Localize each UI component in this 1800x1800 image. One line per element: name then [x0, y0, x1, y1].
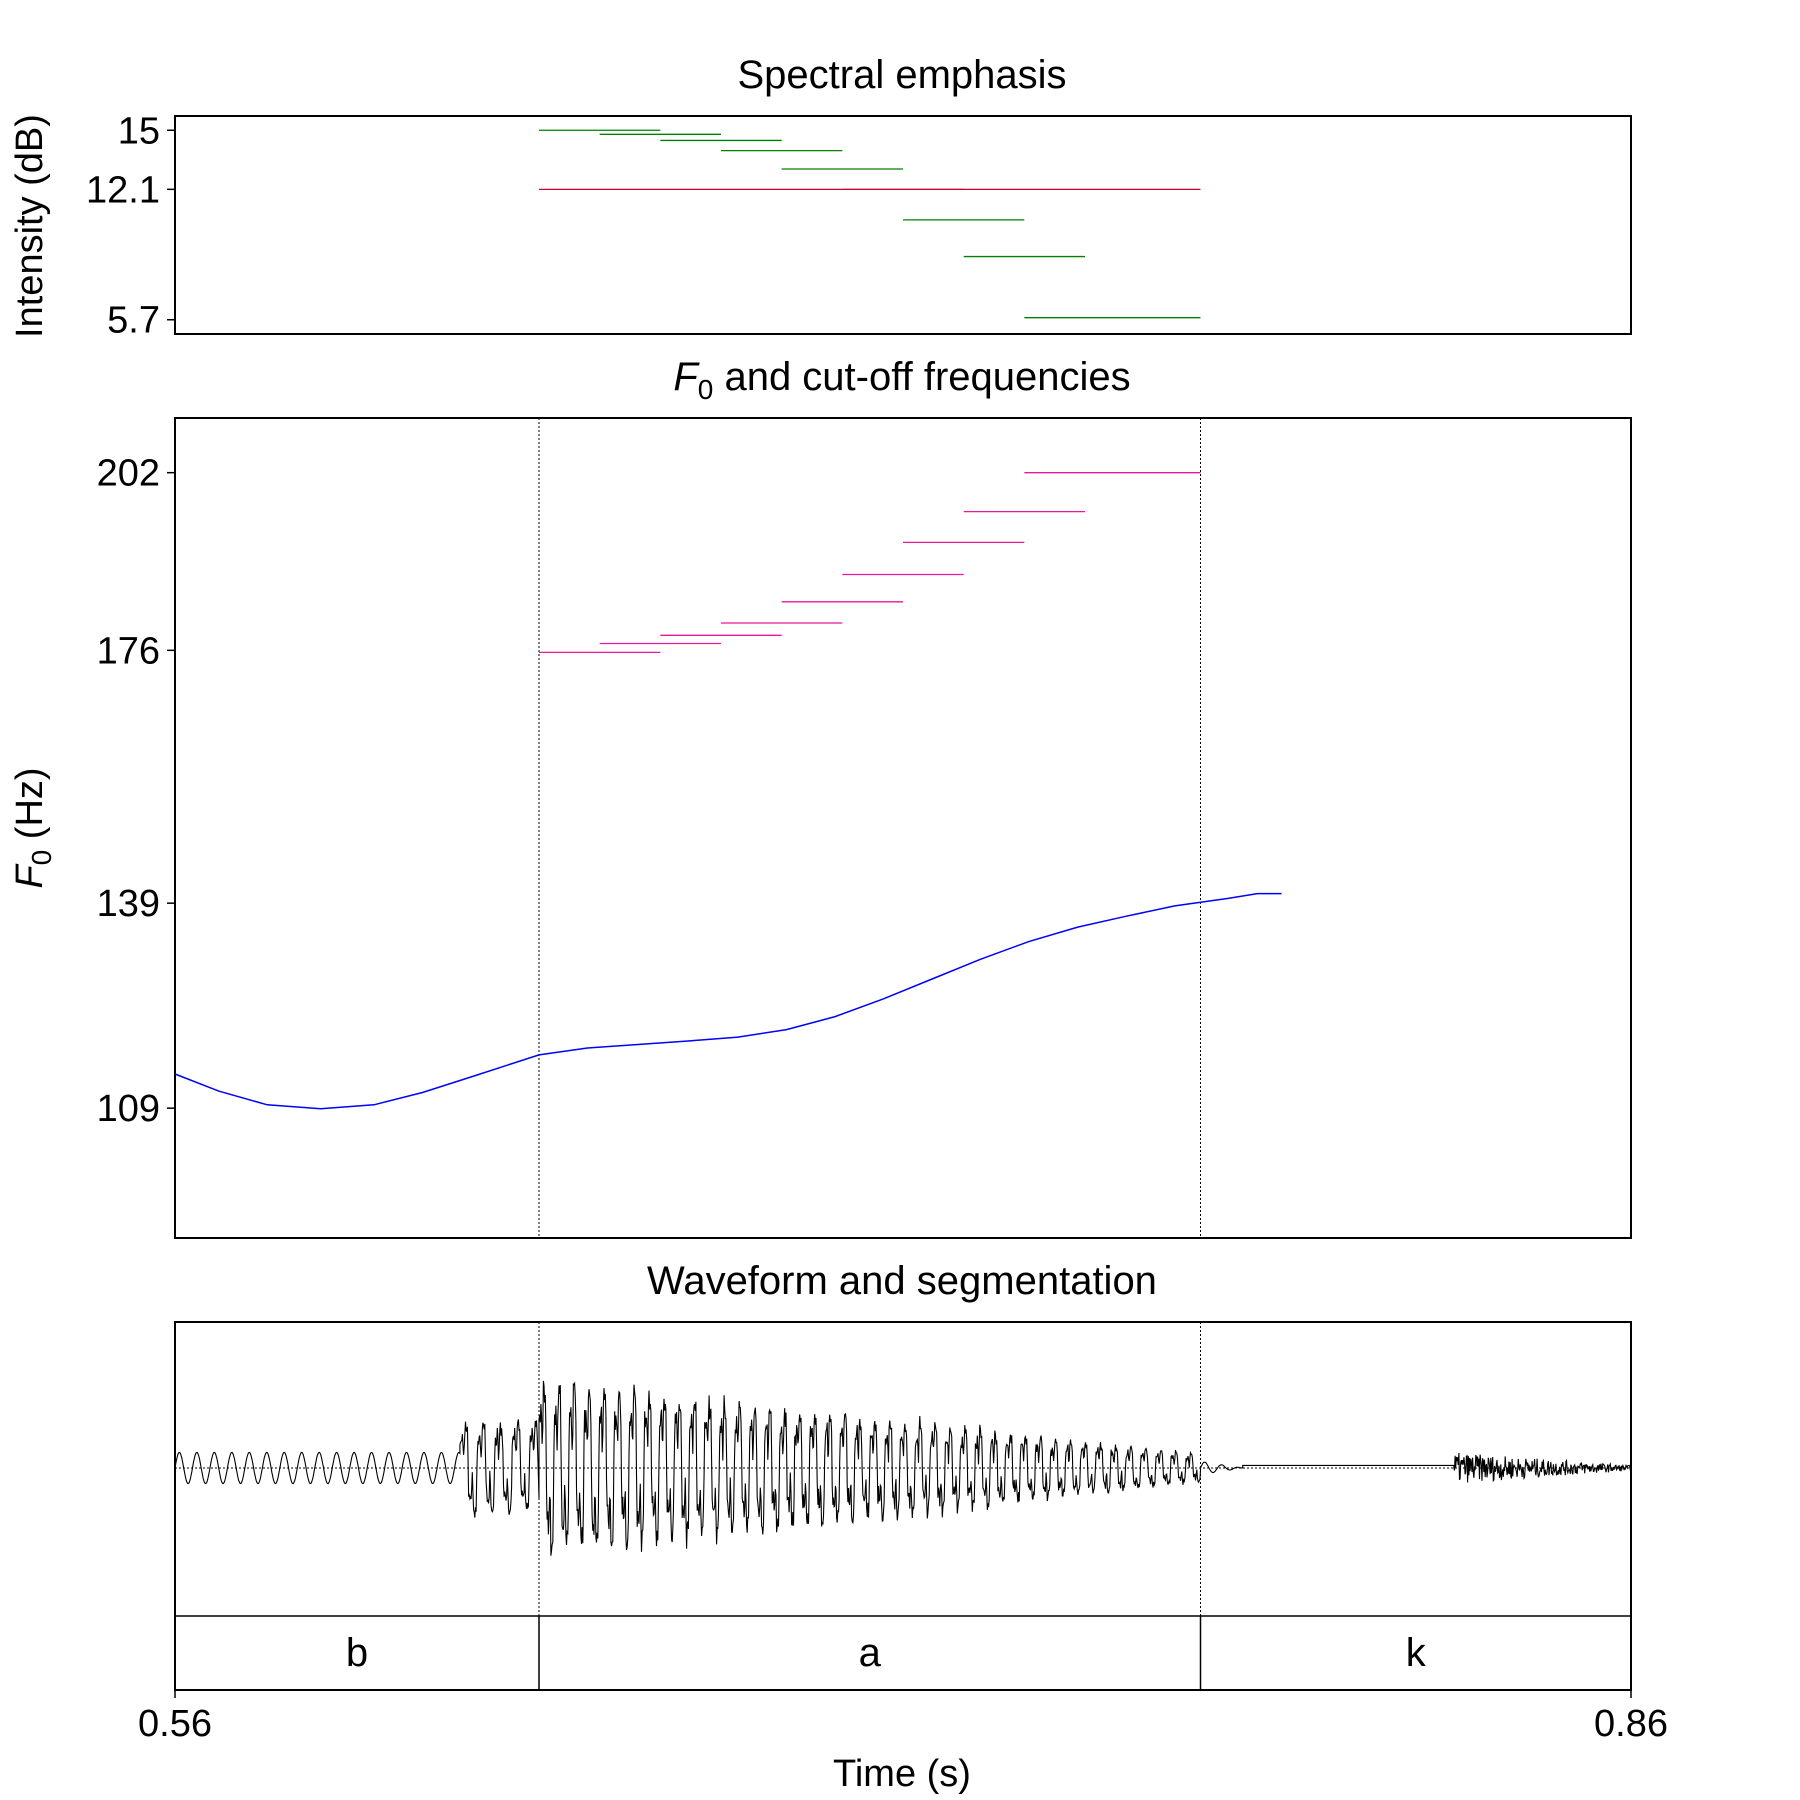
waveform-title: Waveform and segmentation — [647, 1259, 1157, 1303]
f0-tick-label-3: 109 — [97, 1088, 160, 1130]
time-ticks: 0.56 0.86 — [138, 1690, 1668, 1745]
f0-tick-label-0: 202 — [97, 453, 160, 495]
intensity-tick-label-1: 12.1 — [86, 169, 160, 211]
f0-axis-label-sub: 0 — [26, 850, 57, 866]
f0-tick-label-2: 139 — [97, 883, 160, 925]
spectral-emphasis-frame — [174, 115, 1632, 335]
time-axis-label: Time (s) — [833, 1753, 971, 1795]
f0-title-rest: and cut-off frequencies — [713, 355, 1130, 399]
f0-axis-label-main: F — [9, 864, 51, 889]
f0-panel-title: F0 and cut-off frequencies — [673, 355, 1130, 405]
spectral-emphasis-panel: Spectral emphasis Intensity (dB) 15 12.1 5… — [9, 53, 1632, 342]
f0-axis-label: F0 (Hz) — [9, 767, 57, 888]
f0-title-main: F — [673, 355, 700, 399]
spectral-emphasis-marks — [539, 129, 1201, 319]
spectral-emphasis-title: Spectral emphasis — [737, 53, 1066, 97]
intensity-tick-label-0: 15 — [118, 110, 160, 152]
waveform-panel: Waveform and segmentation b a k 0.56 0.86 T… — [138, 1259, 1668, 1795]
f0-title-sub: 0 — [698, 374, 714, 405]
segment-label-a: a — [859, 1631, 882, 1675]
f0-panel: F0 and cut-off frequencies F0 (Hz) 20217… — [9, 355, 1632, 1239]
intensity-axis-label: Intensity (dB) — [9, 114, 51, 338]
waveform-frame — [174, 1321, 1632, 1691]
f0-ticks: 202 176 139 109 — [97, 453, 175, 1130]
waveform-trace — [174, 1380, 1632, 1556]
time-tick-label-1: 0.86 — [1594, 1703, 1668, 1745]
intensity-ticks: 15 12.1 5.7 — [86, 110, 175, 342]
segment-label-k: k — [1406, 1631, 1427, 1675]
segment-label-b: b — [346, 1631, 368, 1675]
f0-marks — [174, 418, 1282, 1238]
f0-contour — [174, 892, 1282, 1110]
f0-frame — [174, 417, 1632, 1239]
time-tick-label-0: 0.56 — [138, 1703, 212, 1745]
f0-axis-label-rest: (Hz) — [9, 767, 51, 849]
f0-tick-label-1: 176 — [97, 630, 160, 672]
intensity-tick-label-2: 5.7 — [107, 300, 160, 342]
